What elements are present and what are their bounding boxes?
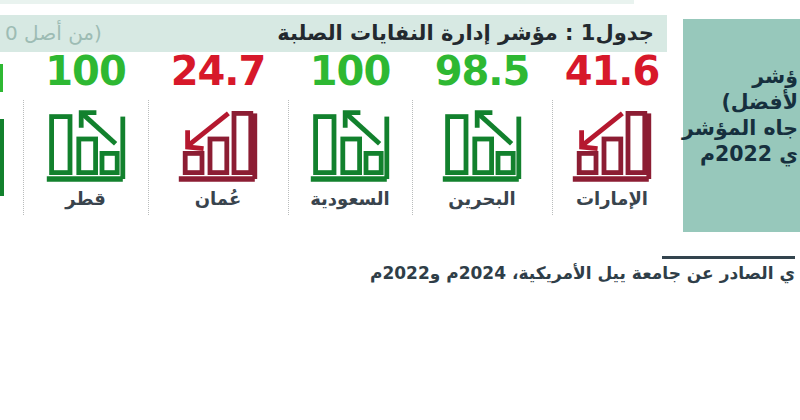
column-divider: [288, 100, 289, 215]
side-note-line: ؤشر: [682, 63, 798, 89]
column-divider: [412, 100, 413, 215]
trend-up-bar-chart-icon: [310, 102, 390, 184]
partial-country-value-sliver: [0, 64, 3, 92]
country-name: الإمارات: [552, 188, 672, 209]
trend-up-bar-chart-icon: [46, 102, 126, 184]
trend-down-bar-chart-icon: [572, 102, 652, 184]
source-divider-line: [662, 256, 795, 259]
country-column-oman: 24.7 عُمان: [148, 48, 288, 228]
side-note-line: جاه المؤشر: [682, 115, 798, 141]
top-strip-decoration: [0, 0, 634, 4]
partial-trend-icon-sliver: [0, 119, 4, 196]
country-value: 100: [23, 48, 148, 94]
scale-note-fragment: (من أصل 0: [5, 15, 102, 52]
side-note-panel: ؤشر لأفضل) جاه المؤشر ي 2022م: [683, 19, 800, 232]
side-note-line: لأفضل): [682, 89, 798, 115]
country-value: 98.5: [412, 48, 552, 94]
page-title: جدول1 : مؤشر إدارة النفايات الصلبة: [277, 15, 654, 52]
infographic-canvas: جدول1 : مؤشر إدارة النفايات الصلبة (من أ…: [0, 0, 800, 420]
country-column-bahrain: 98.5 البحرين: [412, 48, 552, 228]
country-name: قطر: [23, 188, 148, 209]
side-note-text: ؤشر لأفضل) جاه المؤشر ي 2022م: [682, 63, 798, 167]
country-name: عُمان: [148, 188, 288, 209]
column-divider: [552, 100, 553, 215]
country-name: السعودية: [288, 188, 412, 209]
country-column-uae: 41.6 الإمارات: [552, 48, 672, 228]
country-value: 24.7: [148, 48, 288, 94]
side-note-line: ي 2022م: [682, 141, 798, 167]
column-divider: [148, 100, 149, 215]
country-name: البحرين: [412, 188, 552, 209]
trend-down-bar-chart-icon: [178, 102, 258, 184]
column-divider: [23, 100, 24, 215]
country-value: 100: [288, 48, 412, 94]
country-value: 41.6: [552, 48, 672, 94]
source-text: ي الصادر عن جامعة ييل الأمريكية، 2024م و…: [370, 263, 795, 283]
country-column-qatar: 100 قطر: [23, 48, 148, 228]
country-column-saudi: 100 السعودية: [288, 48, 412, 228]
trend-up-bar-chart-icon: [442, 102, 522, 184]
title-bar: جدول1 : مؤشر إدارة النفايات الصلبة (من أ…: [0, 15, 667, 52]
